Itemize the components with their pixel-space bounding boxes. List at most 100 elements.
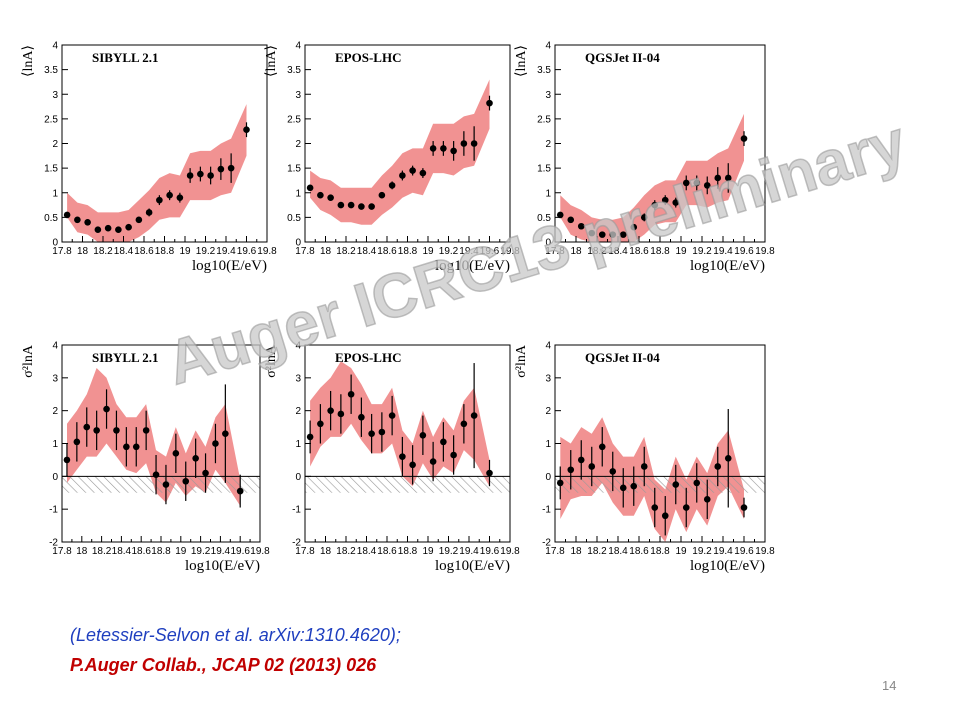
y-tick-label: 1 xyxy=(545,439,551,450)
x-tick-label: 19.8 xyxy=(250,546,270,557)
data-point xyxy=(409,461,416,469)
data-point xyxy=(567,466,575,474)
data-point xyxy=(609,231,617,238)
x-tick-label: 18 xyxy=(77,246,89,257)
y-tick-label: 1 xyxy=(545,188,551,199)
x-tick-label: 19.8 xyxy=(755,246,775,257)
y-tick-label: 1.5 xyxy=(537,164,551,175)
data-point xyxy=(186,172,194,179)
y-tick-label: 2 xyxy=(295,139,301,150)
x-tick-label: 18 xyxy=(320,546,332,557)
data-point xyxy=(619,484,627,492)
y-tick-label: 0 xyxy=(52,238,58,249)
x-tick-label: 19 xyxy=(675,546,687,557)
x-tick-label: 18.4 xyxy=(608,246,628,257)
y-tick-label: 2 xyxy=(545,139,551,150)
y-tick-label: 3.5 xyxy=(537,65,551,76)
data-point xyxy=(419,431,427,439)
data-point xyxy=(429,458,437,465)
data-point xyxy=(429,145,437,152)
x-tick-label: 19.4 xyxy=(211,546,231,557)
x-tick-label: 19.6 xyxy=(237,246,257,257)
x-tick-label: 19 xyxy=(422,546,434,557)
data-point xyxy=(347,390,355,398)
systematic-band xyxy=(310,361,490,487)
data-point xyxy=(486,99,493,107)
data-point xyxy=(661,196,669,204)
data-point xyxy=(222,430,229,437)
data-point xyxy=(672,199,680,206)
data-point xyxy=(358,203,365,210)
x-tick-label: 18.2 xyxy=(336,246,356,257)
x-tick-label: 18.2 xyxy=(92,546,112,557)
data-point xyxy=(227,164,235,172)
data-point xyxy=(202,469,209,477)
x-tick-label: 18.2 xyxy=(587,246,607,257)
data-point xyxy=(166,191,173,199)
data-point xyxy=(176,194,184,201)
y-tick-label: 0 xyxy=(545,238,551,249)
y-axis-label: ⟨lnA⟩ xyxy=(514,45,529,77)
data-point xyxy=(93,427,100,434)
unphysical-region-hatch xyxy=(305,476,510,493)
y-tick-label: 2 xyxy=(545,406,551,417)
x-tick-label: 18 xyxy=(570,546,582,557)
data-point xyxy=(94,226,102,233)
data-point xyxy=(486,469,493,477)
data-point xyxy=(703,182,711,189)
data-point xyxy=(182,477,190,485)
x-tick-label: 18.6 xyxy=(134,246,154,257)
x-tick-label: 18.6 xyxy=(377,546,397,557)
data-point xyxy=(640,214,648,221)
data-point xyxy=(73,438,81,446)
data-point xyxy=(243,126,250,134)
x-tick-label: 19.6 xyxy=(734,246,754,257)
y-tick-label: 0.5 xyxy=(537,213,551,224)
data-point xyxy=(103,405,110,413)
data-point xyxy=(672,481,680,488)
panel-title: SIBYLL 2.1 xyxy=(92,50,158,65)
data-point xyxy=(378,191,386,199)
y-tick-label: 2 xyxy=(52,406,58,417)
data-point xyxy=(598,443,606,451)
x-axis-label: log10(E/eV) xyxy=(690,258,765,274)
reference-line-1: (Letessier-Selvon et al. arXiv:1310.4620… xyxy=(70,625,401,645)
y-tick-label: 4 xyxy=(295,41,301,52)
data-point xyxy=(162,481,170,488)
chart-panel-lnA-epos: 17.8 18 18.2 18.4 18.6 18.8 19 19.2 19.4 19.6 19.8… xyxy=(264,41,520,275)
data-point xyxy=(740,135,748,142)
data-point xyxy=(651,504,659,511)
x-tick-label: 18.4 xyxy=(114,246,134,257)
y-tick-label: -1 xyxy=(542,505,551,516)
data-point xyxy=(450,147,457,155)
y-tick-label: -2 xyxy=(49,538,58,549)
data-point xyxy=(236,487,244,495)
y-axis-label: σ²lnA xyxy=(514,344,529,378)
y-tick-label: 4 xyxy=(52,41,58,52)
data-point xyxy=(577,222,585,230)
y-tick-label: 1 xyxy=(295,439,301,450)
data-point xyxy=(84,219,91,226)
x-tick-label: 19.2 xyxy=(191,546,211,557)
y-tick-label: 4 xyxy=(545,341,551,352)
x-tick-label: 19.2 xyxy=(196,246,216,257)
data-point xyxy=(135,216,143,224)
data-point xyxy=(347,201,355,209)
y-tick-label: 1 xyxy=(295,188,301,199)
x-tick-label: 19.8 xyxy=(500,546,520,557)
y-axis-label: ⟨lnA⟩ xyxy=(21,45,36,77)
x-tick-label: 18.2 xyxy=(93,246,113,257)
x-tick-label: 18.6 xyxy=(629,246,649,257)
panel-title: QGSJet II-04 xyxy=(585,350,660,365)
y-tick-label: 0 xyxy=(52,472,58,483)
data-point xyxy=(63,456,71,464)
data-point xyxy=(619,231,627,238)
y-tick-label: 3.5 xyxy=(44,65,58,76)
chart-panel-var-qgsjet: 17.8 18 18.2 18.4 18.6 18.8 19 19.2 19.4 19.6 19.8… xyxy=(514,341,775,575)
page-number: 14 xyxy=(882,678,897,693)
x-tick-label: 18.8 xyxy=(151,546,171,557)
data-point xyxy=(113,427,120,434)
data-point xyxy=(197,170,204,178)
y-tick-label: 1.5 xyxy=(44,164,58,175)
